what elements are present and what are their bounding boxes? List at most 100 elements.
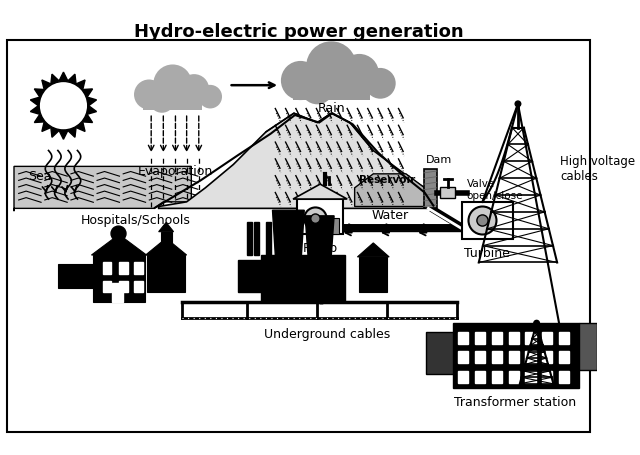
Text: Hydro-electric power generation: Hydro-electric power generation: [134, 23, 463, 40]
Bar: [452, 323, 579, 389]
Bar: [492, 332, 502, 344]
Text: High voltage
cables: High voltage cables: [560, 155, 635, 183]
Polygon shape: [92, 234, 147, 255]
Circle shape: [198, 85, 222, 108]
Text: Pump: Pump: [303, 242, 338, 255]
Polygon shape: [76, 122, 85, 131]
Text: Transformer station: Transformer station: [454, 396, 576, 409]
Circle shape: [281, 61, 320, 100]
Polygon shape: [87, 97, 97, 106]
Bar: [542, 332, 552, 344]
Circle shape: [304, 207, 326, 230]
Text: Dam: Dam: [426, 155, 452, 165]
Bar: [112, 283, 123, 302]
Bar: [440, 187, 456, 198]
Bar: [525, 371, 536, 383]
Bar: [424, 169, 436, 208]
Polygon shape: [30, 106, 40, 114]
Polygon shape: [14, 167, 191, 211]
Circle shape: [477, 215, 488, 226]
Text: Rain: Rain: [317, 102, 345, 115]
Circle shape: [149, 87, 175, 113]
Circle shape: [179, 74, 209, 104]
Bar: [509, 371, 519, 383]
Polygon shape: [83, 114, 93, 122]
Bar: [261, 255, 346, 302]
Polygon shape: [51, 74, 59, 84]
Bar: [58, 264, 93, 288]
Polygon shape: [35, 89, 44, 97]
Text: Underground cables: Underground cables: [264, 328, 390, 341]
Polygon shape: [59, 72, 68, 81]
Polygon shape: [305, 216, 334, 255]
Circle shape: [311, 214, 320, 223]
Bar: [134, 263, 143, 274]
Bar: [462, 202, 513, 239]
Polygon shape: [293, 184, 347, 199]
Circle shape: [340, 54, 379, 93]
Bar: [359, 257, 387, 293]
Bar: [458, 351, 468, 363]
Bar: [475, 371, 485, 383]
Bar: [161, 232, 172, 255]
Circle shape: [365, 68, 396, 99]
Text: Water: Water: [372, 209, 409, 222]
Polygon shape: [30, 97, 40, 106]
Bar: [509, 332, 519, 344]
Bar: [102, 281, 111, 293]
Bar: [559, 351, 569, 363]
Text: Evaporation: Evaporation: [138, 165, 213, 177]
Bar: [559, 332, 569, 344]
Bar: [525, 332, 536, 344]
Circle shape: [134, 80, 164, 110]
Polygon shape: [51, 127, 59, 137]
Bar: [492, 351, 502, 363]
Bar: [509, 351, 519, 363]
Polygon shape: [87, 106, 97, 114]
Circle shape: [515, 101, 521, 106]
Bar: [492, 371, 502, 383]
Bar: [458, 332, 468, 344]
Bar: [254, 222, 259, 255]
Bar: [559, 371, 569, 383]
Polygon shape: [68, 127, 76, 137]
Bar: [579, 323, 597, 370]
Polygon shape: [59, 131, 68, 139]
Bar: [147, 255, 185, 293]
Bar: [247, 222, 252, 255]
Bar: [426, 333, 452, 374]
Bar: [328, 217, 339, 234]
Text: Reservoir: Reservoir: [359, 175, 415, 185]
Polygon shape: [357, 243, 389, 257]
Polygon shape: [273, 210, 304, 255]
Text: Hospitals/Schools: Hospitals/Schools: [81, 214, 190, 227]
Text: Turbine: Turbine: [464, 247, 510, 260]
Circle shape: [301, 71, 334, 104]
Circle shape: [468, 207, 497, 234]
Bar: [542, 371, 552, 383]
Polygon shape: [42, 122, 51, 131]
Polygon shape: [83, 89, 93, 97]
Polygon shape: [145, 238, 187, 255]
Polygon shape: [76, 80, 85, 90]
Bar: [458, 371, 468, 383]
Polygon shape: [35, 114, 44, 122]
Polygon shape: [159, 113, 434, 208]
Circle shape: [154, 65, 192, 103]
Circle shape: [534, 320, 540, 326]
Circle shape: [111, 226, 126, 241]
Bar: [293, 81, 370, 100]
Circle shape: [39, 81, 88, 130]
Bar: [93, 255, 145, 302]
Bar: [143, 95, 202, 110]
Bar: [266, 222, 271, 255]
Text: Valve
open/close: Valve open/close: [467, 179, 523, 201]
Circle shape: [306, 41, 356, 92]
Polygon shape: [68, 74, 76, 84]
Polygon shape: [159, 222, 173, 232]
Polygon shape: [42, 80, 51, 90]
Polygon shape: [355, 174, 424, 207]
Bar: [525, 351, 536, 363]
Bar: [475, 332, 485, 344]
Bar: [102, 263, 111, 274]
